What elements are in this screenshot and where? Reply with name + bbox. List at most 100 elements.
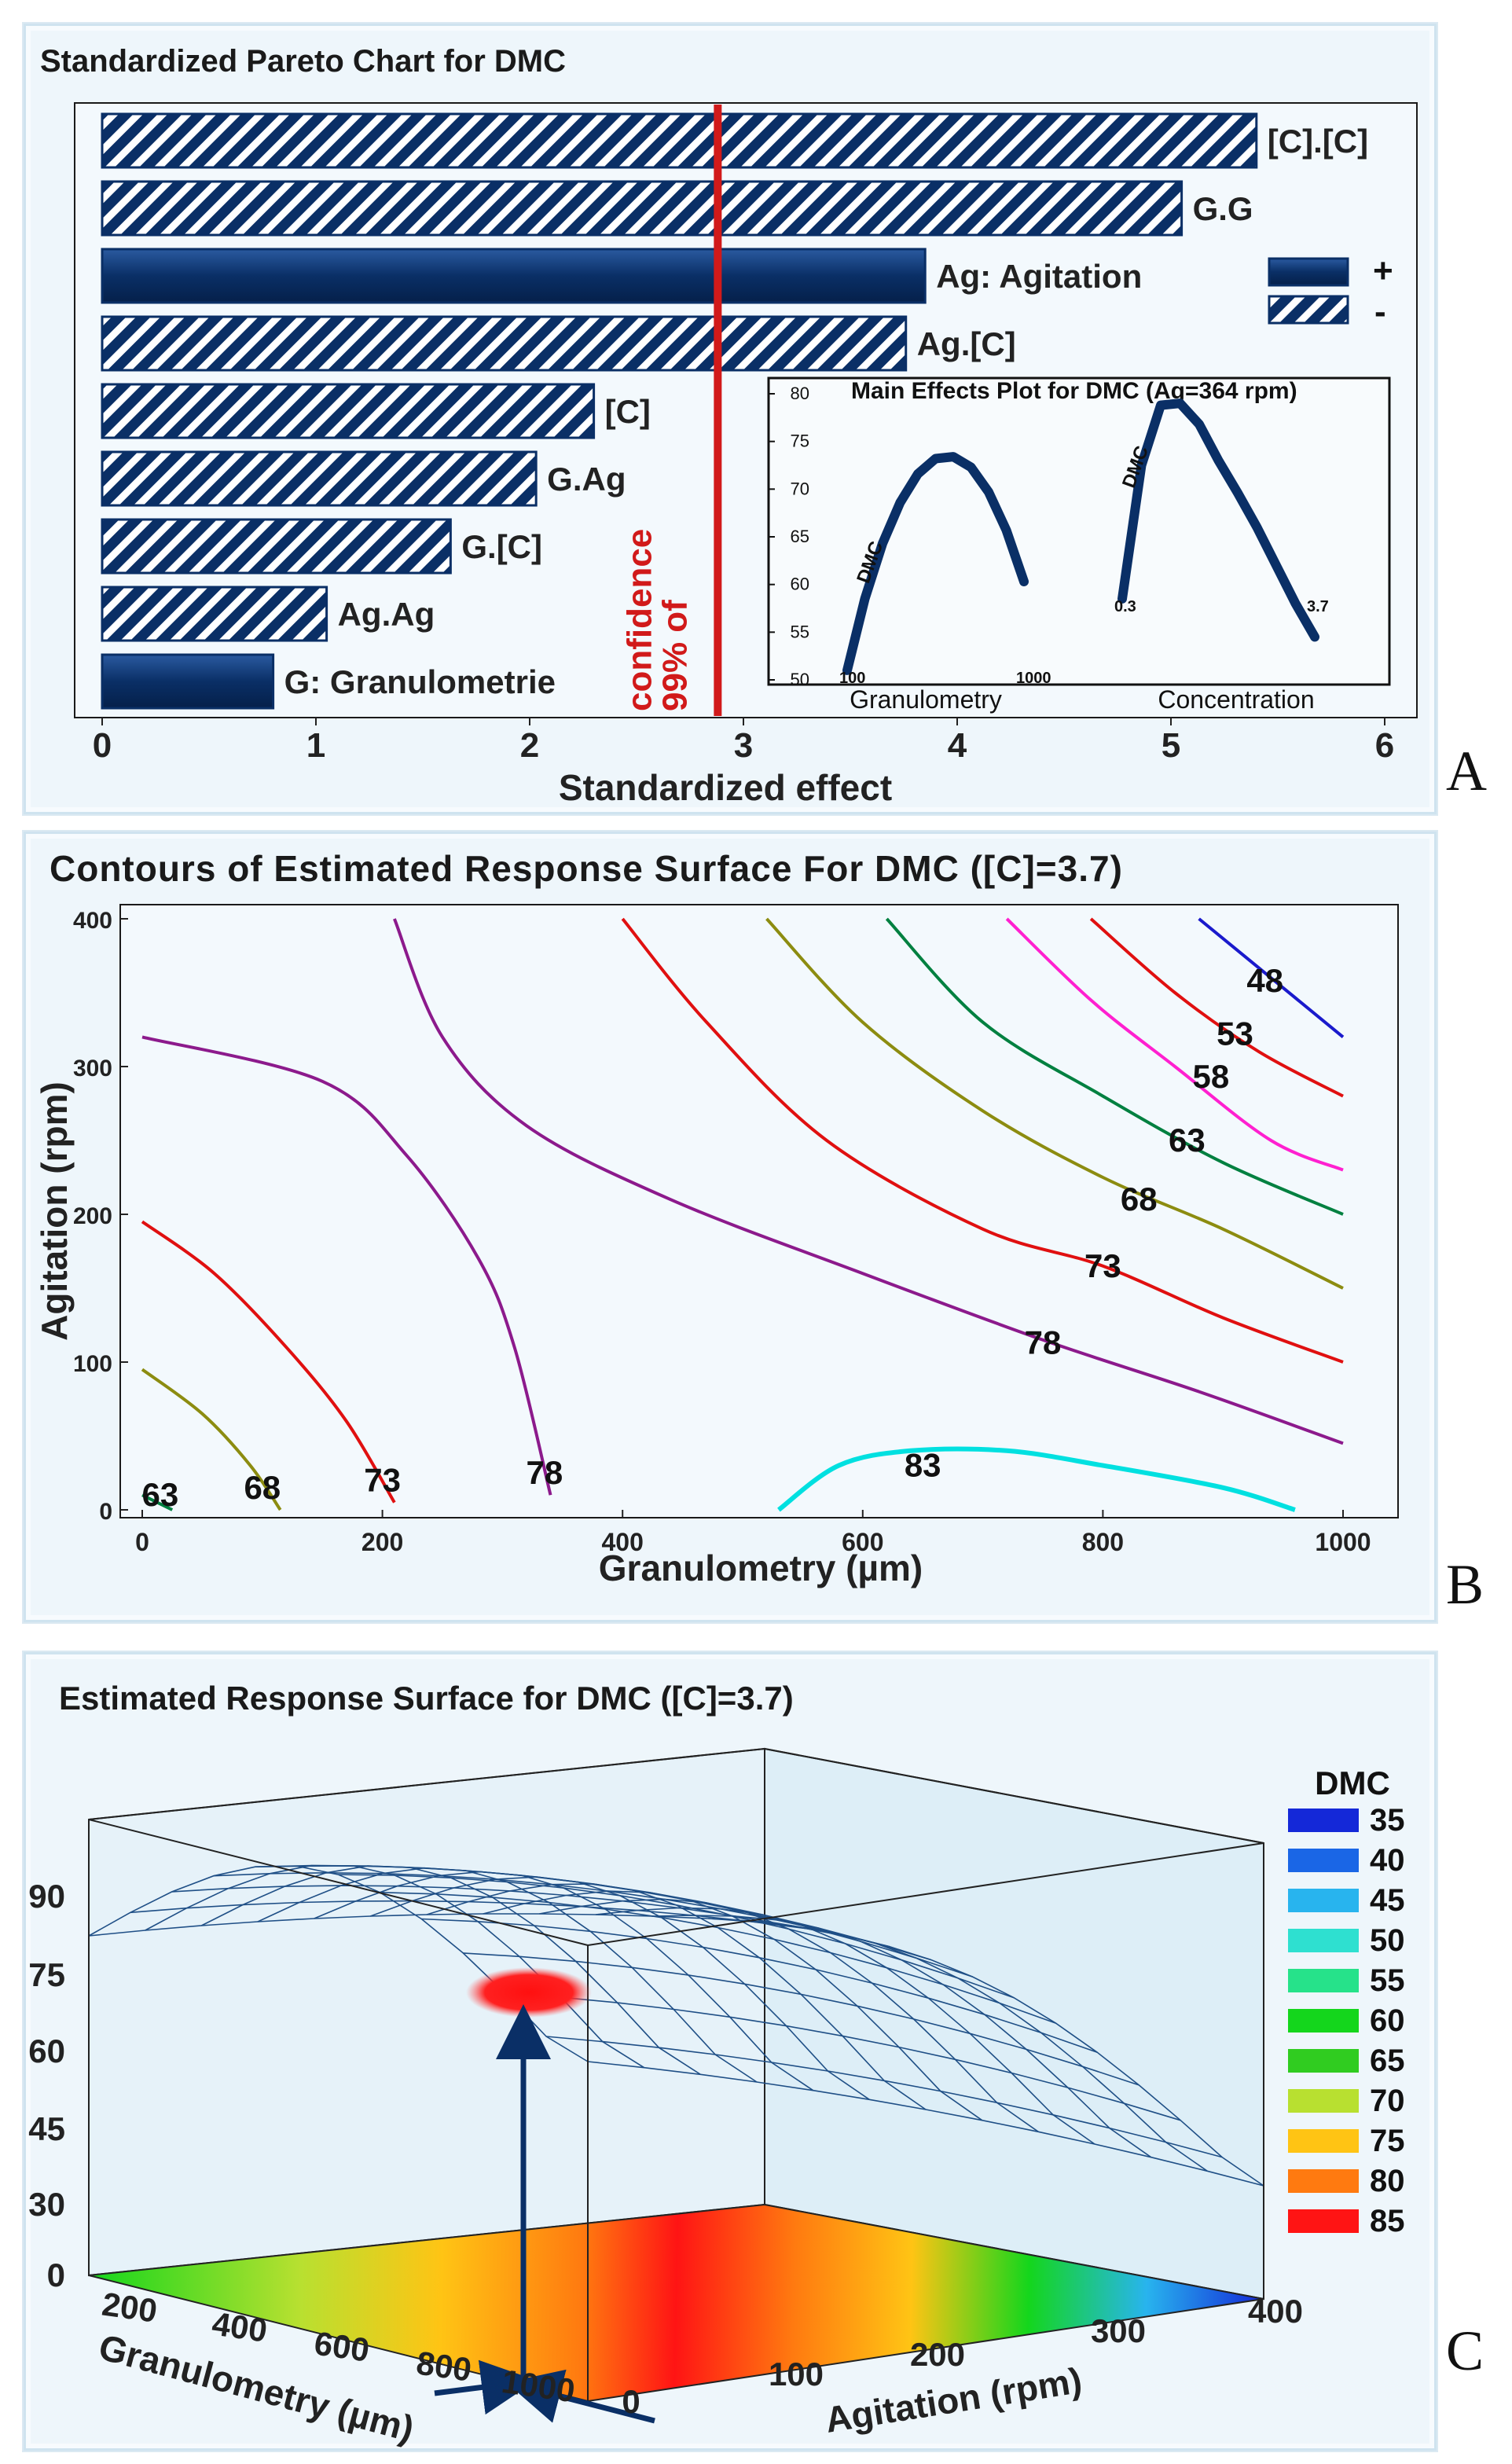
inset-high-tick: 3.7: [1307, 598, 1329, 615]
bar-label: Ag.Ag: [338, 596, 435, 633]
contour-line: [1005, 917, 1344, 1172]
x-tick-label: 600: [842, 1528, 883, 1556]
contour-line: [141, 1368, 282, 1511]
x-tick-label: 1: [306, 726, 325, 765]
bar-label: Ag: Agitation: [936, 258, 1142, 295]
contour-line: [777, 1446, 1296, 1512]
x-tick-label: 4: [948, 726, 967, 765]
x-tick-label: 1000: [1315, 1528, 1371, 1556]
legend-label: 35: [1370, 1803, 1405, 1838]
legend-swatch: [1288, 1889, 1359, 1912]
mesh-line: [651, 1915, 1152, 2158]
panel-label-a: A: [1446, 740, 1487, 802]
pareto-bar: [101, 586, 328, 642]
contour-label: 68: [1121, 1181, 1158, 1217]
x-tick-label: 800: [414, 2344, 474, 2388]
pareto-bar: [101, 315, 908, 372]
z-tick-label: 30: [28, 2186, 65, 2223]
z-tick-label: 75: [28, 1956, 65, 1993]
bar-label: [C].[C]: [1268, 123, 1368, 160]
legend-label: 70: [1370, 2084, 1405, 2118]
inset-high-tick: 1000: [1016, 670, 1051, 687]
legend-swatch-plus: [1268, 257, 1349, 287]
box-edge: [88, 1748, 765, 1820]
legend-swatch: [1288, 1929, 1359, 1952]
pareto-panel: Standardized Pareto Chart for DMC [C].[C]…: [24, 24, 1437, 814]
x-tick-label: 0: [93, 726, 112, 765]
mesh-line: [546, 2036, 1223, 2158]
inset-title: Main Effects Plot for DMC (Ag=364 rpm): [851, 378, 1297, 404]
contour-line: [885, 917, 1344, 1216]
contour-label: 83: [905, 1447, 941, 1484]
x-axis-label: Granulometry (µm): [599, 1548, 923, 1588]
bar-label: Ag.[C]: [917, 325, 1016, 362]
legend-swatch: [1288, 2209, 1359, 2233]
x-tick-label: 400: [602, 1528, 644, 1556]
pareto-bar: [101, 248, 927, 304]
contour-label: 73: [1084, 1247, 1121, 1284]
legend-swatch: [1288, 1809, 1359, 1832]
chart-title: Standardized Pareto Chart for DMC: [40, 44, 566, 79]
x-tick-label: 200: [100, 2285, 160, 2329]
contour-label: 78: [1025, 1324, 1062, 1361]
chart-title: Contours of Estimated Response Surface F…: [50, 848, 1123, 889]
optimum-arrow-agitation: [506, 2369, 655, 2424]
legend-swatch: [1288, 2089, 1359, 2113]
optimum-spot: [466, 1967, 592, 2018]
mesh-line: [587, 2061, 1264, 2187]
y-tick-label: 0: [622, 2383, 640, 2420]
box-edge: [764, 1748, 1264, 1844]
y-axis-label: Agitation (rpm): [34, 1081, 75, 1341]
inset-frame: [767, 376, 1391, 686]
y-tick-label: 100: [769, 2356, 824, 2392]
y-tick-label: 300: [1091, 2312, 1146, 2349]
inset-y-tick: 70: [791, 479, 809, 498]
legend-swatch: [1288, 1969, 1359, 1992]
legend-label: 40: [1370, 1843, 1405, 1878]
back-wall-left: [88, 1747, 765, 2277]
x-tick-label: 5: [1162, 726, 1180, 765]
contour-label: 63: [142, 1476, 179, 1513]
inset-y-tick: 60: [791, 575, 809, 594]
panel-label-b: B: [1446, 1553, 1484, 1616]
inset-factor-label: Granulometry: [850, 685, 1002, 714]
legend-title: DMC: [1315, 1764, 1390, 1801]
optimum-arrow-granulometry: [434, 2359, 537, 2415]
contour-label: 78: [527, 1454, 563, 1491]
legend-label: 45: [1370, 1883, 1405, 1918]
contour-label: 58: [1193, 1058, 1230, 1095]
inset-y-tick: 75: [791, 431, 809, 451]
surface-panel: Estimated Response Surface for DMC ([C]=…: [24, 1652, 1437, 2451]
inset-y-tick: 50: [791, 670, 809, 689]
y-tick-label: 200: [73, 1203, 112, 1229]
inset-y-tick: 55: [791, 622, 809, 641]
contour-line: [141, 1035, 552, 1496]
plot-frame: [119, 904, 1399, 1518]
legend-label: 60: [1370, 2003, 1405, 2038]
x-tick-label: 400: [210, 2304, 270, 2348]
pareto-bar: [101, 450, 538, 507]
y-tick-label: 200: [910, 2336, 965, 2373]
x-axis-label: Standardized effect: [559, 767, 892, 808]
contour-line: [621, 917, 1344, 1364]
contour-panel: Contours of Estimated Response Surface F…: [24, 832, 1437, 1622]
legend-swatch: [1288, 2009, 1359, 2033]
inset-low-tick: 100: [839, 670, 865, 687]
legend-label: 85: [1370, 2204, 1405, 2238]
x-tick-label: 200: [361, 1528, 403, 1556]
chart-title: Estimated Response Surface for DMC ([C]=…: [59, 1680, 794, 1717]
y-tick-label: 400: [73, 908, 112, 934]
legend-label: 80: [1370, 2164, 1405, 2198]
inset-y-tick: 65: [791, 527, 809, 546]
contour-line: [1198, 917, 1345, 1038]
legend-label: 55: [1370, 1963, 1405, 1998]
main-effect-curve: [842, 452, 1029, 675]
pareto-bar: [101, 112, 1258, 169]
contour-chart: Contours of Estimated Response Surface F…: [34, 848, 1399, 1588]
contour-label: 63: [1169, 1122, 1206, 1159]
legend-swatch: [1288, 2129, 1359, 2153]
pareto-bar: [101, 383, 596, 439]
legend-swatch: [1288, 2049, 1359, 2073]
contour-label: 68: [244, 1469, 281, 1506]
x-tick-label: 6: [1375, 726, 1394, 765]
